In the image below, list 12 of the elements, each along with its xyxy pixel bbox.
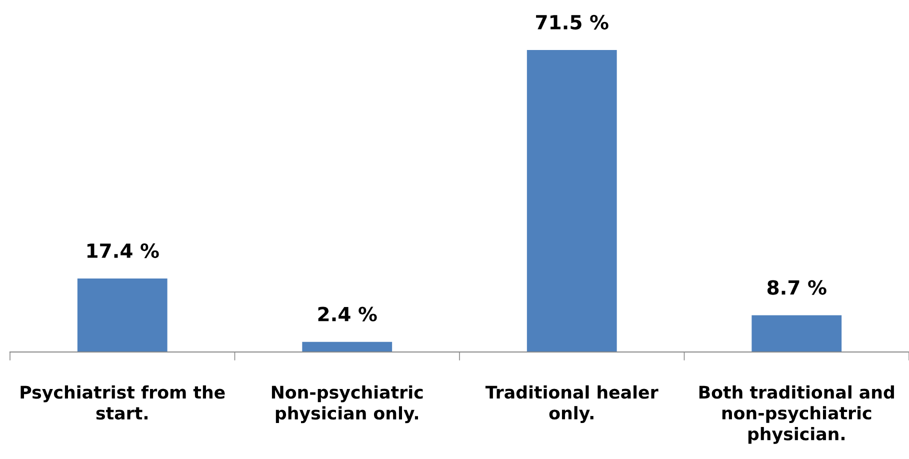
- bar: [526, 50, 617, 352]
- x-tick-label: Non-psychiatric physician only.: [272, 385, 423, 424]
- bar: [752, 315, 842, 352]
- x-tick-label: Psychiatrist from the start.: [20, 385, 225, 420]
- x-tick-label: Both traditional and non-psychiatric physician.: [699, 385, 894, 444]
- x-tick-label: Traditional healer only.: [485, 385, 658, 424]
- bar: [77, 278, 168, 352]
- bar: [302, 342, 392, 352]
- data-label: 71.5 %: [536, 14, 608, 30]
- data-label: 8.7 %: [767, 280, 826, 295]
- data-label: 2.4 %: [318, 306, 377, 322]
- data-label: 17.4 %: [87, 243, 159, 258]
